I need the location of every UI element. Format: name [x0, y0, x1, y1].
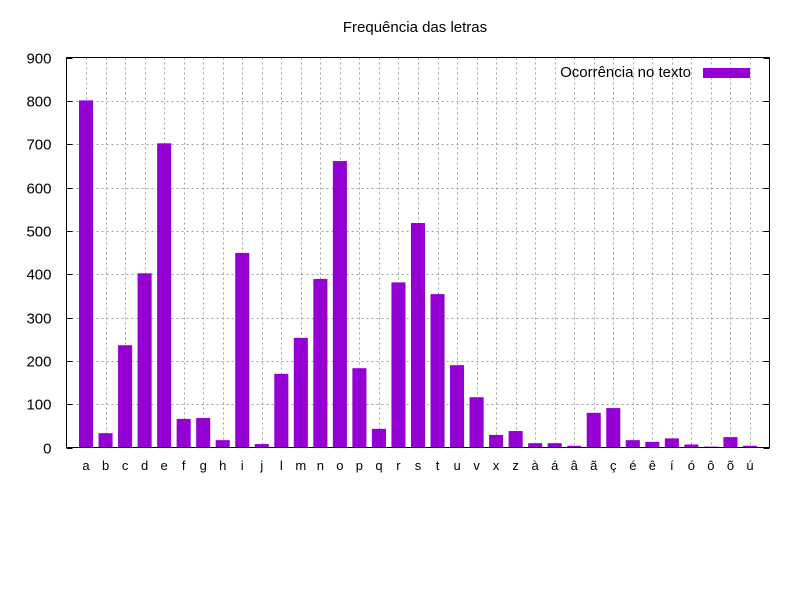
y-tick-label: 200 [26, 354, 51, 371]
x-tick-label: p [356, 458, 363, 473]
bar-n [313, 278, 328, 448]
y-tick-label: 600 [26, 181, 51, 198]
bar-c [118, 345, 133, 448]
x-tick-label: õ [727, 458, 734, 473]
x-tick-label: i [241, 458, 244, 473]
y-tick-label: 0 [43, 441, 51, 458]
x-tick-label: ã [590, 458, 598, 473]
bar-á [547, 443, 562, 448]
chart-title: Frequência das letras [343, 19, 487, 36]
bar-i [235, 252, 250, 448]
bar-j [254, 444, 269, 448]
x-tick-label: â [571, 458, 579, 473]
bar-ã [586, 412, 601, 448]
bar-à [528, 443, 543, 448]
bar-í [664, 438, 679, 448]
x-tick-label: v [473, 458, 480, 473]
x-tick-label: ú [746, 458, 753, 473]
bar-d [137, 273, 152, 448]
bar-b [98, 433, 113, 448]
x-tick-label: e [161, 458, 168, 473]
bar-ó [684, 444, 699, 448]
bar-h [215, 440, 230, 448]
bar-o [332, 161, 347, 448]
bar-x [489, 434, 504, 448]
x-tick-label: x [493, 458, 500, 473]
x-tick-label: b [102, 458, 109, 473]
y-tick-label: 900 [26, 51, 51, 68]
x-tick-label: z [512, 458, 519, 473]
bar-r [391, 282, 406, 448]
x-tick-label: é [629, 458, 636, 473]
bar-t [430, 294, 445, 448]
bar-a [78, 100, 94, 448]
bar-g [196, 418, 211, 448]
x-tick-label: ê [649, 458, 656, 473]
x-tick-label: q [375, 458, 382, 473]
bar-m [293, 337, 308, 448]
y-tick-label: 800 [26, 94, 51, 111]
bar-â [567, 445, 582, 448]
bar-f [176, 418, 191, 448]
x-tick-label: u [453, 458, 460, 473]
x-tick-label: j [259, 458, 263, 473]
bar-s [410, 223, 426, 448]
bar-ç [606, 408, 621, 448]
plot-frame [66, 57, 770, 448]
x-tick-label: s [415, 458, 422, 473]
x-tick-label: t [436, 458, 440, 473]
bar-ê [645, 441, 660, 448]
x-tick-label: ô [707, 458, 714, 473]
bar-z [508, 431, 523, 448]
x-tick-label: g [200, 458, 207, 473]
bar-p [352, 368, 367, 448]
y-tick-label: 100 [26, 397, 51, 414]
y-tick-label: 300 [26, 311, 51, 328]
bar-l [274, 373, 289, 448]
bar-é [625, 440, 640, 448]
legend: Ocorrência no texto [560, 64, 750, 81]
x-tick-label: a [82, 458, 90, 473]
x-tick-label: h [219, 458, 226, 473]
y-tick-label: 700 [26, 137, 51, 154]
bar-ú [742, 445, 758, 448]
y-tick-label: 500 [26, 224, 51, 241]
legend-label: Ocorrência no texto [560, 64, 691, 81]
bars [78, 100, 758, 448]
x-tick-label: d [141, 458, 148, 473]
x-tick-label: n [317, 458, 324, 473]
x-tick-label: f [182, 458, 186, 473]
legend-swatch [703, 68, 750, 78]
x-tick-label: l [280, 458, 283, 473]
x-tick-label: ç [610, 458, 617, 473]
bar-q [371, 428, 386, 448]
x-tick-label: à [532, 458, 540, 473]
x-tick-label: í [670, 458, 674, 473]
y-axis-ticks: 0 100 200 300 400 500 600 700 800 900 [26, 51, 770, 458]
x-tick-label: ó [688, 458, 695, 473]
bar-õ [723, 437, 738, 448]
x-tick-label: r [396, 458, 401, 473]
y-tick-label: 400 [26, 267, 51, 284]
x-tick-label: á [551, 458, 559, 473]
x-tick-label: m [295, 458, 306, 473]
bar-e [157, 143, 172, 448]
x-tick-label: c [122, 458, 129, 473]
x-tick-label: o [336, 458, 343, 473]
bar-v [469, 397, 484, 448]
bar-u [450, 365, 465, 448]
